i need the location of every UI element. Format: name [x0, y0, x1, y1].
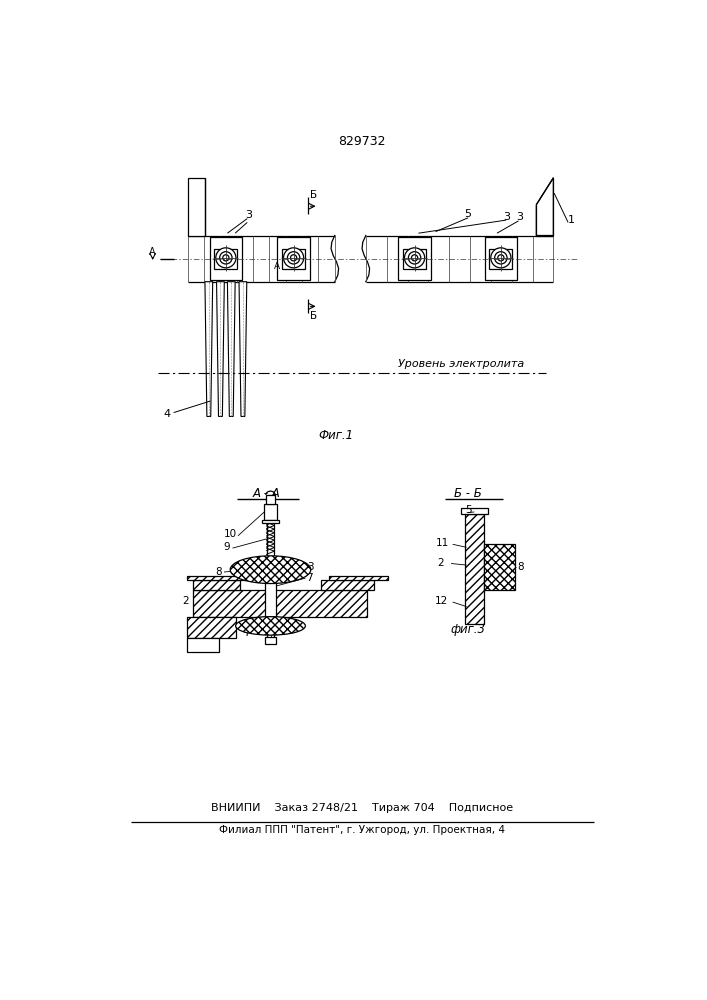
Bar	[461, 508, 488, 514]
Circle shape	[409, 252, 421, 264]
Bar	[484, 544, 515, 590]
Text: Филиал ППП "Патент", г. Ужгород, ул. Проектная, 4: Филиал ППП "Патент", г. Ужгород, ул. Про…	[219, 825, 505, 835]
Bar	[209, 237, 242, 280]
Circle shape	[491, 248, 511, 268]
Text: 3: 3	[503, 212, 510, 222]
Ellipse shape	[230, 556, 311, 584]
Bar	[214, 249, 238, 269]
Text: 829732: 829732	[338, 135, 386, 148]
Text: 8: 8	[518, 562, 524, 572]
Bar	[265, 637, 276, 644]
Text: 3: 3	[516, 212, 522, 222]
Text: 8: 8	[215, 567, 222, 577]
Text: 10: 10	[223, 529, 237, 539]
Circle shape	[411, 255, 418, 261]
Text: А: А	[274, 262, 279, 271]
Bar	[484, 237, 517, 280]
Polygon shape	[216, 282, 224, 416]
Text: А: А	[149, 247, 156, 257]
Text: Уровень электролита: Уровень электролита	[398, 359, 525, 369]
Bar	[187, 617, 235, 638]
Circle shape	[498, 255, 504, 261]
Text: Б: Б	[310, 190, 317, 200]
Text: 4: 4	[164, 409, 171, 419]
Circle shape	[284, 248, 304, 268]
Text: фиг.3: фиг.3	[450, 623, 486, 636]
Bar	[398, 237, 431, 280]
Text: 6: 6	[267, 615, 274, 626]
Bar	[264, 504, 276, 520]
Text: фиг.2: фиг.2	[243, 623, 278, 636]
Ellipse shape	[235, 617, 305, 635]
Bar	[489, 249, 513, 269]
Bar	[187, 576, 251, 580]
Text: 5: 5	[464, 209, 472, 219]
Circle shape	[495, 252, 507, 264]
Text: 9: 9	[223, 542, 230, 552]
Text: 12: 12	[434, 596, 448, 606]
Circle shape	[404, 248, 425, 268]
Text: Б: Б	[310, 311, 317, 321]
Bar	[193, 590, 368, 617]
Bar	[329, 576, 387, 580]
Polygon shape	[239, 282, 247, 416]
Bar	[403, 249, 426, 269]
Bar	[321, 580, 373, 590]
Text: 5: 5	[464, 505, 472, 515]
Bar	[187, 178, 204, 235]
Bar	[277, 237, 310, 280]
Polygon shape	[228, 282, 235, 416]
Bar	[187, 638, 219, 652]
Text: А - А: А - А	[252, 487, 281, 500]
Text: 3: 3	[307, 562, 313, 572]
Circle shape	[216, 248, 236, 268]
Text: 1: 1	[568, 215, 575, 225]
Bar	[282, 249, 305, 269]
Circle shape	[223, 255, 229, 261]
Text: ВНИИПИ    Заказ 2748/21    Тираж 704    Подписное: ВНИИПИ Заказ 2748/21 Тираж 704 Подписное	[211, 803, 513, 813]
Bar	[262, 520, 279, 523]
Circle shape	[220, 252, 232, 264]
Bar	[465, 514, 484, 624]
Text: 3: 3	[245, 210, 252, 220]
Bar	[265, 579, 276, 618]
Text: Фиг.1: Фиг.1	[319, 429, 354, 442]
Polygon shape	[205, 282, 213, 416]
Text: 2: 2	[438, 558, 444, 568]
Text: 2: 2	[182, 596, 189, 606]
Bar	[193, 580, 240, 590]
Polygon shape	[537, 178, 554, 235]
Text: Б - Б: Б - Б	[455, 487, 482, 500]
Bar	[266, 495, 275, 504]
Text: 7: 7	[306, 573, 312, 583]
Circle shape	[291, 255, 297, 261]
Circle shape	[287, 252, 300, 264]
Text: 11: 11	[436, 538, 449, 548]
